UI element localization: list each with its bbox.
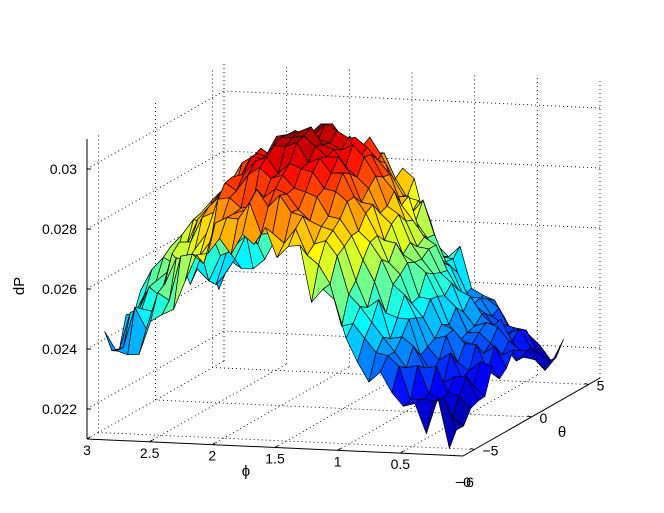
x-tick-mark [149, 439, 153, 443]
x-tick-mark [212, 442, 216, 446]
tick-labels: 3 2.5 2 1.5 1 0.5 −5 0 5 0.022 0.024 0.026 0.028 0.03 [42, 161, 605, 472]
y-tick-label: −5 [482, 443, 498, 459]
grid-line [98, 432, 475, 450]
extra-label-minus-six: −6 [458, 474, 474, 490]
grid-line [212, 366, 350, 446]
y-tick-mark [527, 415, 532, 418]
surface-cell [437, 397, 457, 449]
y-tick-mark [470, 448, 475, 450]
z-tick-label: 0.028 [42, 221, 77, 237]
grid-line [86, 90, 225, 170]
x-tick-mark [400, 450, 404, 454]
x-tick-label: 1.5 [265, 451, 285, 467]
x-tick-mark [86, 436, 91, 440]
grid-line [86, 330, 225, 410]
y-tick-label: 5 [597, 378, 605, 394]
x-tick-label: 2.5 [140, 445, 160, 461]
x-tick-mark [274, 445, 279, 448]
axes-frame [86, 139, 601, 457]
y-axis-label: θ [558, 424, 566, 441]
y-tick-label: 0 [540, 410, 548, 426]
grid-line [149, 363, 287, 443]
x-tick-label: 0.5 [391, 456, 411, 472]
y-tick-mark [584, 383, 589, 385]
x-tick-label: 3 [83, 442, 91, 458]
grid-line [155, 399, 532, 418]
z-tick-label: 0.022 [42, 401, 77, 417]
z-tick-label: 0.024 [42, 341, 77, 357]
x-tick-label: 1 [334, 453, 342, 469]
x-axis-label: ϕ [242, 463, 250, 480]
z-axis-label: dP [11, 277, 28, 295]
z-tick-label: 0.03 [50, 161, 77, 177]
grid-line [223, 150, 601, 169]
x-tick-mark [337, 447, 341, 451]
surface-mesh [104, 123, 564, 449]
grid-line [223, 90, 601, 109]
x-tick-label: 2 [208, 448, 216, 464]
extra-label-minus-zero: −0 [455, 474, 471, 490]
z-tick-label: 0.026 [42, 281, 77, 297]
